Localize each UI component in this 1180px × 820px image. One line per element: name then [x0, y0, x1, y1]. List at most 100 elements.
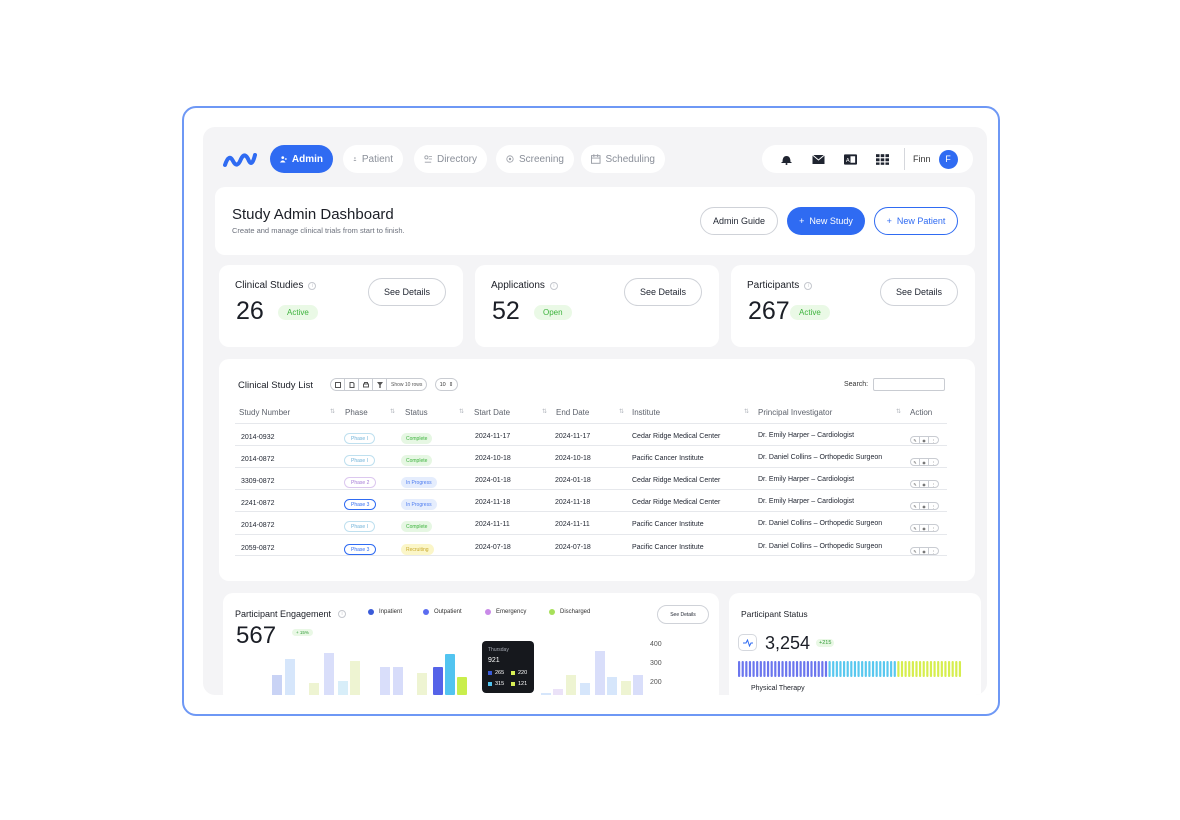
nav-scheduling[interactable]: Scheduling: [581, 145, 665, 173]
sort-icon[interactable]: ⇅: [542, 409, 548, 415]
status-segment: [738, 661, 741, 677]
study-number-cell: 2014-0872: [241, 456, 275, 463]
tooltip-swatch: [488, 671, 492, 675]
info-icon[interactable]: i: [549, 281, 558, 290]
print-button[interactable]: [359, 379, 373, 390]
status-segment: [785, 661, 788, 677]
new-patient-label: New Patient: [896, 216, 946, 226]
nav-admin[interactable]: Admin: [270, 145, 333, 173]
legend-item[interactable]: Discharged: [549, 609, 590, 615]
view-icon[interactable]: ◉: [920, 481, 929, 487]
notifications-button[interactable]: [770, 154, 802, 165]
user-name: Finn: [913, 154, 931, 164]
user-icon: [280, 156, 287, 163]
edit-icon[interactable]: ✎: [911, 548, 920, 554]
view-icon[interactable]: ◉: [920, 548, 929, 554]
see-details-button[interactable]: See Details: [368, 278, 446, 306]
bar-highlighted[interactable]: [457, 677, 467, 695]
status-segment: [929, 661, 933, 677]
copy-button[interactable]: [331, 379, 345, 390]
legend-swatch: [368, 609, 374, 615]
search-input[interactable]: [873, 378, 945, 391]
sort-icon[interactable]: ⇅: [619, 409, 625, 415]
engagement-value: 567: [236, 622, 277, 649]
institute-cell: Cedar Ridge Medical Center: [632, 433, 721, 440]
column-header[interactable]: Principal Investigator: [758, 408, 833, 417]
bar-highlighted[interactable]: [445, 654, 455, 695]
see-details-button[interactable]: See Details: [880, 278, 958, 306]
more-icon[interactable]: ⋮: [931, 459, 936, 465]
column-header[interactable]: Phase: [345, 408, 368, 417]
column-header[interactable]: Action: [910, 408, 933, 417]
column-header[interactable]: Start Date: [474, 408, 511, 417]
more-icon[interactable]: ⋮: [931, 503, 936, 509]
view-icon[interactable]: ◉: [920, 459, 929, 465]
nav-screening[interactable]: Screening: [496, 145, 574, 173]
more-icon[interactable]: ⋮: [931, 548, 936, 554]
legend-item[interactable]: Inpatient: [368, 609, 402, 615]
messages-button[interactable]: [802, 154, 834, 165]
view-icon[interactable]: ◉: [920, 525, 929, 531]
status-segment: [756, 661, 759, 677]
edit-icon[interactable]: ✎: [911, 481, 920, 487]
screening-icon: [506, 155, 514, 163]
row-divider: [235, 534, 947, 535]
apps-button[interactable]: [866, 153, 898, 165]
see-details-button[interactable]: See Details: [657, 605, 709, 624]
info-icon[interactable]: i: [338, 610, 347, 618]
legend-item[interactable]: Emergency: [485, 609, 526, 615]
show-rows-button[interactable]: Show 10 rows: [391, 381, 423, 388]
view-icon[interactable]: ◉: [920, 437, 929, 443]
nav-directory[interactable]: Directory: [414, 145, 487, 173]
new-study-button[interactable]: + New Study: [787, 207, 865, 235]
view-icon[interactable]: ◉: [920, 503, 929, 509]
study-number-cell: 2014-0872: [241, 522, 275, 529]
edit-icon[interactable]: ✎: [911, 459, 920, 465]
nav-patient[interactable]: Patient: [343, 145, 403, 173]
edit-icon[interactable]: ✎: [911, 525, 920, 531]
status-segment: [803, 661, 806, 677]
sort-icon[interactable]: ⇅: [744, 409, 750, 415]
phase-tag: Phase I: [344, 433, 375, 444]
column-header[interactable]: Study Number: [239, 408, 291, 417]
apps-grid-icon: [875, 153, 889, 165]
legend-item[interactable]: Outpatient: [423, 609, 462, 615]
sort-icon[interactable]: ⇅: [390, 409, 396, 415]
info-icon[interactable]: i: [804, 281, 813, 290]
end-date-cell: 2024-11-11: [555, 521, 590, 528]
bar-highlighted[interactable]: [433, 667, 443, 695]
admin-guide-label: Admin Guide: [712, 216, 766, 226]
new-patient-button[interactable]: + New Patient: [874, 207, 958, 235]
more-icon[interactable]: ⋮: [931, 437, 936, 443]
translate-button[interactable]: A: [834, 153, 866, 165]
institute-cell: Cedar Ridge Medical Center: [632, 477, 721, 484]
column-header[interactable]: Status: [405, 408, 428, 417]
more-icon[interactable]: ⋮: [931, 481, 936, 487]
filter-button[interactable]: [373, 379, 387, 390]
sort-icon[interactable]: ⇅: [330, 409, 336, 415]
status-segment: [871, 661, 875, 677]
legend-swatch: [485, 609, 491, 615]
bar: [595, 651, 605, 695]
more-icon[interactable]: ⋮: [931, 525, 936, 531]
see-details-button[interactable]: See Details: [624, 278, 702, 306]
phase-tag: Phase 3: [344, 544, 377, 555]
bar: [393, 667, 403, 695]
status-tag: Complete: [401, 433, 433, 444]
button-label: See Details: [383, 287, 431, 297]
column-header[interactable]: End Date: [556, 408, 590, 417]
export-button[interactable]: [345, 379, 359, 390]
edit-icon[interactable]: ✎: [911, 503, 920, 509]
column-header[interactable]: Institute: [632, 408, 661, 417]
admin-guide-button[interactable]: Admin Guide: [700, 207, 778, 235]
avatar[interactable]: F: [938, 149, 958, 169]
edit-icon[interactable]: ✎: [911, 437, 920, 443]
info-icon[interactable]: i: [308, 281, 317, 290]
phase-tag: Phase 2: [344, 477, 377, 488]
brand-logo-icon[interactable]: [223, 151, 257, 169]
sort-icon[interactable]: ⇅: [896, 409, 902, 415]
sort-icon[interactable]: ⇅: [459, 409, 465, 415]
rows-per-page-select[interactable]: 10 ⇕: [435, 378, 458, 391]
bar: [309, 683, 319, 695]
status-segment: [893, 661, 896, 677]
